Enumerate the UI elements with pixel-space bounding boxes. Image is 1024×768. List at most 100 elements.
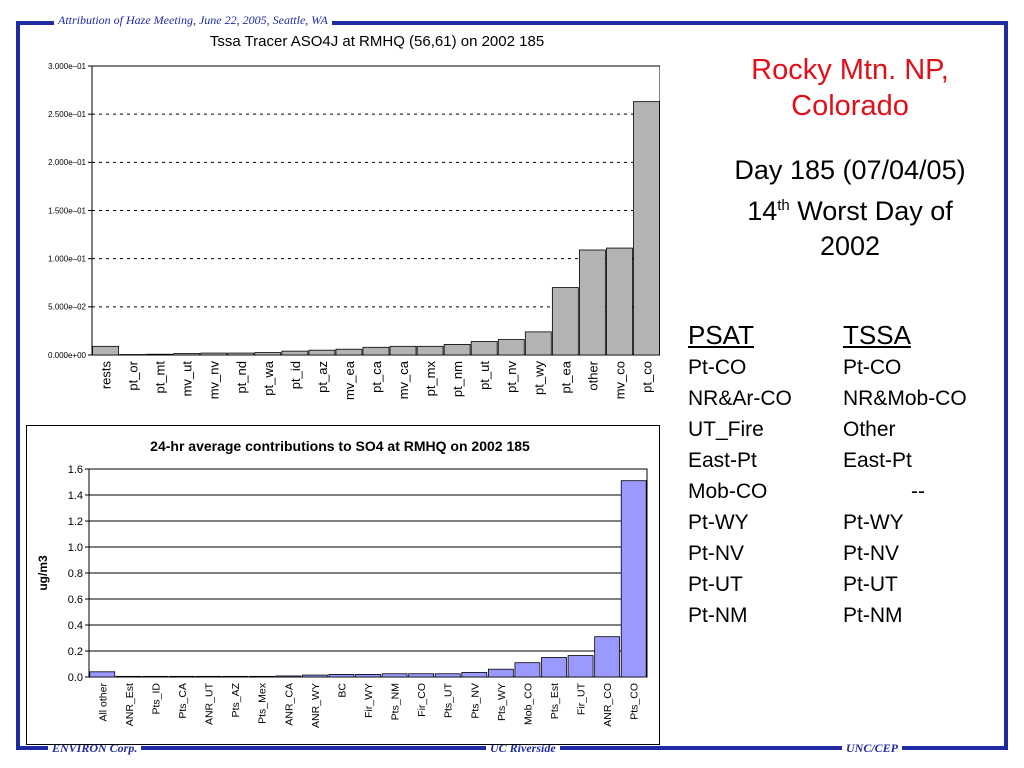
table-row: Pt-UT Pt-UT xyxy=(688,569,1003,600)
y-tick-label: 0.2 xyxy=(68,646,83,658)
y-tick-label: 3.000e–01 xyxy=(48,62,86,71)
bar xyxy=(633,101,660,356)
x-tick-label: Pts_ID xyxy=(150,683,162,715)
bar xyxy=(551,287,579,356)
y-tick-label: 1.2 xyxy=(68,516,83,528)
bar xyxy=(200,352,228,356)
x-tick-label: Fir_UT xyxy=(576,682,588,715)
x-tick-label: pt_nm xyxy=(450,361,465,397)
y-tick-label: 1.000e–01 xyxy=(48,254,86,263)
day-line1: Day 185 (07/04/05) xyxy=(734,155,966,185)
x-tick-label: pt_ut xyxy=(477,361,492,390)
table-cell-psat: UT_Fire xyxy=(688,418,764,441)
table-cell-psat: Pt-NM xyxy=(688,604,748,627)
x-tick-label: pt_mx xyxy=(423,361,438,397)
x-tick-label: pt_or xyxy=(126,360,141,390)
so4-chart: 24-hr average contributions to SO4 at RM… xyxy=(36,438,648,728)
table-row: Mob-CO -- xyxy=(688,476,1003,507)
table-row: Pt-NM Pt-NM xyxy=(688,600,1003,631)
bar xyxy=(146,353,174,356)
y-tick-label: 0.0 xyxy=(68,672,83,684)
psat-tssa-table: PSAT TSSA Pt-CO Pt-CO NR&Ar-CO NR&Mob-CO U… xyxy=(688,318,1003,631)
table-row: East-Pt East-Pt xyxy=(688,445,1003,476)
bar xyxy=(195,675,222,678)
bar xyxy=(173,353,201,356)
x-tick-label: Pts_Mex xyxy=(257,682,269,724)
table-row: NR&Ar-CO NR&Mob-CO xyxy=(688,383,1003,414)
bar xyxy=(381,673,408,678)
chart-title: Tssa Tracer ASO4J at RMHQ (56,61) on 200… xyxy=(210,33,544,50)
bar xyxy=(92,345,119,356)
y-tick-label: 2.000e–01 xyxy=(48,158,86,167)
table-row: UT_Fire Other xyxy=(688,414,1003,445)
bar xyxy=(362,346,390,356)
table-cell-tssa: Other xyxy=(843,418,896,441)
x-tick-label: Pts_Est xyxy=(549,683,561,719)
bar xyxy=(541,657,567,678)
bar xyxy=(524,331,552,356)
table-cell-psat: NR&Ar-CO xyxy=(688,387,792,410)
x-tick-label: mv_nv xyxy=(207,361,222,400)
x-tick-label: mv_ea xyxy=(342,360,357,400)
table-row: Pt-NV Pt-NV xyxy=(688,538,1003,569)
table-header-tssa: TSSA xyxy=(843,320,911,350)
site-title-line2: Colorado xyxy=(791,90,909,122)
x-tick-label: pt_nv xyxy=(504,361,519,393)
bar xyxy=(301,674,328,678)
day-rank-sup: th xyxy=(777,197,790,214)
day-rank-num: 14 xyxy=(747,196,778,226)
x-tick-label: pt_nd xyxy=(234,361,249,394)
table-header-row: PSAT TSSA xyxy=(688,318,1003,352)
x-tick-label: All other xyxy=(97,683,109,722)
bar xyxy=(443,344,471,356)
x-tick-label: pt_id xyxy=(288,361,303,389)
bar xyxy=(620,480,647,678)
table-row: Pt-WY Pt-WY xyxy=(688,507,1003,538)
bar xyxy=(514,662,541,678)
bar xyxy=(89,671,116,678)
table-row: Pt-CO Pt-CO xyxy=(688,352,1003,383)
bar xyxy=(115,675,142,678)
bar xyxy=(169,675,195,678)
bar xyxy=(275,675,302,678)
table-cell-tssa: East-Pt xyxy=(843,449,912,472)
bar xyxy=(567,655,594,678)
x-tick-label: pt_wy xyxy=(531,361,546,395)
chart-title: 24-hr average contributions to SO4 at RM… xyxy=(150,438,530,454)
x-tick-label: ANR_Est xyxy=(124,683,136,726)
table-cell-tssa: Pt-CO xyxy=(843,356,902,379)
y-axis-label: ug/m3 xyxy=(36,555,50,591)
x-tick-label: pt_ea xyxy=(558,360,573,393)
x-tick-label: pt_ca xyxy=(369,360,384,393)
y-tick-label: 0.000e+00 xyxy=(48,351,87,360)
y-tick-label: 0.6 xyxy=(68,594,83,606)
table-cell-psat: Pt-NV xyxy=(688,542,745,565)
x-tick-label: pt_mt xyxy=(153,361,168,394)
table-cell-tssa: Pt-UT xyxy=(843,573,898,596)
tracer-chart-panel: Tssa Tracer ASO4J at RMHQ (56,61) on 200… xyxy=(20,28,661,418)
table-header-psat: PSAT xyxy=(688,320,754,350)
x-tick-label: other xyxy=(585,360,600,390)
tracer-chart: Tssa Tracer ASO4J at RMHQ (56,61) on 200… xyxy=(48,33,661,400)
table-cell-psat: East-Pt xyxy=(688,449,757,472)
bar xyxy=(254,352,282,356)
x-tick-label: Fir_WY xyxy=(363,683,375,718)
table-cell-tssa: Pt-WY xyxy=(843,511,904,534)
table-cell-psat: Pt-UT xyxy=(688,573,743,596)
so4-chart-panel: 24-hr average contributions to SO4 at RM… xyxy=(26,425,660,745)
y-tick-label: 2.500e–01 xyxy=(48,110,86,119)
x-tick-label: Pts_NM xyxy=(390,683,402,720)
y-tick-label: 1.0 xyxy=(68,542,83,554)
x-tick-label: Pts_CA xyxy=(177,683,189,719)
x-tick-label: BC xyxy=(336,683,348,698)
table-cell-tssa: NR&Mob-CO xyxy=(843,387,967,410)
bar xyxy=(461,672,488,678)
x-tick-label: Fir_CO xyxy=(416,683,428,717)
x-tick-label: mv_ca xyxy=(396,360,411,399)
x-tick-label: Pts_CO xyxy=(629,683,641,720)
x-tick-label: Pts_UT xyxy=(443,682,455,718)
x-tick-label: Mob_CO xyxy=(522,683,534,725)
table-cell-tssa: Pt-NM xyxy=(843,604,903,627)
bar xyxy=(355,673,381,678)
bar xyxy=(142,675,169,678)
